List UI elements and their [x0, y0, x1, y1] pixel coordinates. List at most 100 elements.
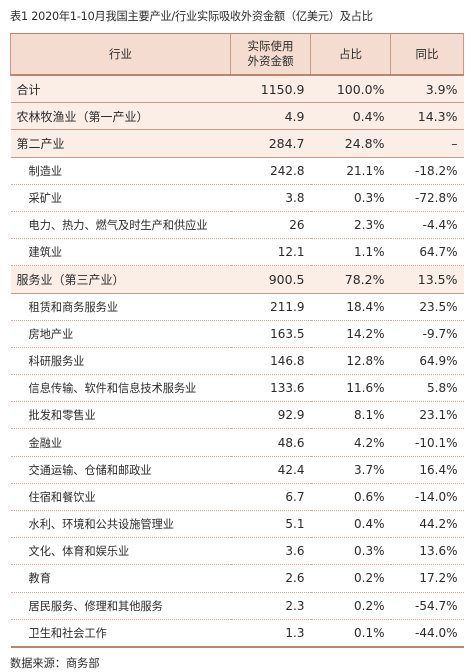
yoy-cell: 3.9% [390, 75, 464, 104]
table-row: 租赁和商务服务业 211.9 18.4% 23.5% [10, 293, 464, 321]
industry-cell: 服务业（第三产业） [10, 265, 231, 294]
industry-cell: 电力、热力、燃气及时生产和供应业 [10, 211, 231, 240]
table-row: 教育 2.6 0.2% 17.2% [10, 564, 464, 593]
yoy-cell: 23.1% [390, 401, 464, 430]
yoy-cell: 5.8% [390, 374, 464, 403]
share-cell: 0.1% [310, 619, 391, 648]
amount-cell: 242.8 [230, 157, 311, 185]
amount-cell: 12.1 [230, 238, 311, 267]
amount-cell: 1.3 [230, 619, 311, 648]
amount-cell: 3.6 [230, 537, 311, 566]
amount-cell: 1150.9 [230, 75, 311, 104]
amount-cell: 6.7 [230, 483, 311, 512]
amount-cell: 284.7 [230, 129, 311, 158]
header-amount-line1: 实际使用 [247, 39, 294, 53]
header-share: 占比 [310, 33, 391, 76]
industry-cell: 住宿和餐饮业 [10, 483, 231, 512]
table-row: 居民服务、修理和其他服务 2.3 0.2% -54.7% [10, 592, 464, 620]
industry-cell: 房地产业 [10, 320, 231, 348]
yoy-cell: -44.0% [390, 619, 464, 648]
amount-cell: 146.8 [230, 347, 311, 376]
table-row: 农林牧渔业（第一产业） 4.9 0.4% 14.3% [10, 102, 464, 131]
table-row: 文化、体育和娱乐业 3.6 0.3% 13.6% [10, 537, 464, 566]
share-cell: 1.1% [310, 238, 391, 267]
industry-cell: 农林牧渔业（第一产业） [10, 102, 231, 131]
yoy-cell: 16.4% [390, 456, 464, 484]
table-row: 电力、热力、燃气及时生产和供应业 26 2.3% -4.4% [10, 211, 464, 240]
share-cell: 100.0% [310, 75, 391, 104]
industry-cell: 租赁和商务服务业 [10, 293, 231, 321]
table-row: 交通运输、仓储和邮政业 42.4 3.7% 16.4% [10, 456, 464, 484]
yoy-cell: 64.7% [390, 238, 464, 267]
share-cell: 21.1% [310, 157, 391, 185]
table-row: 水利、环境和公共设施管理业 5.1 0.4% 44.2% [10, 510, 464, 539]
yoy-cell: – [390, 129, 464, 158]
yoy-cell: -18.2% [390, 157, 464, 185]
amount-cell: 163.5 [230, 320, 311, 348]
share-cell: 24.8% [310, 129, 391, 158]
amount-cell: 4.9 [230, 102, 311, 131]
industry-cell: 建筑业 [10, 238, 231, 267]
share-cell: 0.2% [310, 564, 391, 593]
table-row: 科研服务业 146.8 12.8% 64.9% [10, 347, 464, 376]
amount-cell: 92.9 [230, 401, 311, 430]
industry-cell: 第二产业 [10, 129, 231, 158]
industry-cell: 居民服务、修理和其他服务 [10, 592, 231, 620]
table-header: 行业 实际使用 外资金额 占比 同比 [10, 33, 464, 76]
industry-cell: 文化、体育和娱乐业 [10, 537, 231, 566]
table-row: 房地产业 163.5 14.2% -9.7% [10, 320, 464, 348]
yoy-cell: 23.5% [390, 293, 464, 321]
amount-cell: 42.4 [230, 456, 311, 484]
share-cell: 0.6% [310, 483, 391, 512]
industry-cell: 交通运输、仓储和邮政业 [10, 456, 231, 484]
amount-cell: 133.6 [230, 374, 311, 403]
table-row: 金融业 48.6 4.2% -10.1% [10, 428, 464, 457]
industry-cell: 制造业 [10, 157, 231, 185]
amount-cell: 5.1 [230, 510, 311, 539]
share-cell: 18.4% [310, 293, 391, 321]
header-industry: 行业 [10, 33, 231, 76]
header-amount: 实际使用 外资金额 [230, 33, 311, 76]
table-row: 信息传输、软件和信息技术服务业 133.6 11.6% 5.8% [10, 374, 464, 403]
table-body: 合计 1150.9 100.0% 3.9% 农林牧渔业（第一产业） 4.9 0.4% 14.3… [10, 75, 464, 648]
table-row: 服务业（第三产业） 900.5 78.2% 13.5% [10, 265, 464, 294]
share-cell: 78.2% [310, 265, 391, 294]
amount-cell: 26 [230, 211, 311, 240]
industry-cell: 金融业 [10, 428, 231, 457]
yoy-cell: 13.5% [390, 265, 464, 294]
amount-cell: 3.8 [230, 184, 311, 212]
industry-cell: 采矿业 [10, 184, 231, 212]
yoy-cell: -10.1% [390, 428, 464, 457]
table-row: 第二产业 284.7 24.8% – [10, 129, 464, 158]
share-cell: 12.8% [310, 347, 391, 376]
table-title: 表1 2020年1-10月我国主要产业/行业实际吸收外资金额（亿美元）及占比 [10, 10, 373, 23]
yoy-cell: 44.2% [390, 510, 464, 539]
share-cell: 2.3% [310, 211, 391, 240]
header-yoy: 同比 [390, 33, 464, 76]
table-row: 住宿和餐饮业 6.7 0.6% -14.0% [10, 483, 464, 512]
yoy-cell: 64.9% [390, 347, 464, 376]
share-cell: 0.3% [310, 537, 391, 566]
table-row: 批发和零售业 92.9 8.1% 23.1% [10, 401, 464, 430]
industry-cell: 教育 [10, 564, 231, 593]
industry-cell: 科研服务业 [10, 347, 231, 376]
table-row: 建筑业 12.1 1.1% 64.7% [10, 238, 464, 267]
yoy-cell: -14.0% [390, 483, 464, 512]
yoy-cell: 17.2% [390, 564, 464, 593]
share-cell: 4.2% [310, 428, 391, 457]
amount-cell: 900.5 [230, 265, 311, 294]
amount-cell: 2.3 [230, 592, 311, 620]
yoy-cell: -72.8% [390, 184, 464, 212]
share-cell: 0.4% [310, 510, 391, 539]
share-cell: 11.6% [310, 374, 391, 403]
table-row: 制造业 242.8 21.1% -18.2% [10, 157, 464, 185]
table-row: 卫生和社会工作 1.3 0.1% -44.0% [10, 619, 464, 648]
amount-cell: 2.6 [230, 564, 311, 593]
share-cell: 0.2% [310, 592, 391, 620]
table-row: 采矿业 3.8 0.3% -72.8% [10, 184, 464, 212]
industry-cell: 卫生和社会工作 [10, 619, 231, 648]
industry-cell: 信息传输、软件和信息技术服务业 [10, 374, 231, 403]
industry-cell: 批发和零售业 [10, 401, 231, 430]
yoy-cell: -54.7% [390, 592, 464, 620]
